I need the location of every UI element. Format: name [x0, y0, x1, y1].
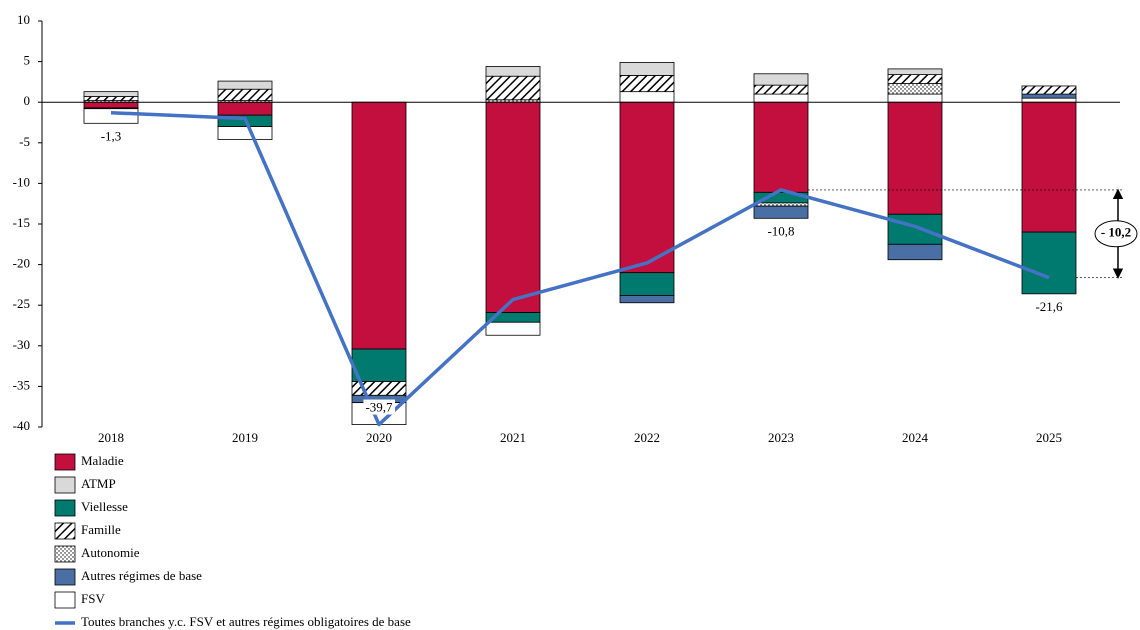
- total-line: [110, 111, 1050, 427]
- legend-label: Famille: [81, 522, 121, 537]
- bar-segment: [485, 321, 541, 336]
- bar-segment: [753, 84, 809, 95]
- legend-label: ATMP: [81, 476, 116, 491]
- x-tick-label: 2019: [232, 430, 258, 445]
- bar-segment: [351, 101, 407, 350]
- y-tick-label: 5: [24, 53, 31, 68]
- y-tick-label: -10: [13, 174, 30, 189]
- bar-segment: [753, 93, 809, 103]
- data-label-bg: [98, 128, 124, 144]
- y-tick-label: -35: [13, 377, 30, 392]
- x-tick-label: 2021: [500, 430, 526, 445]
- bar-segment: [351, 348, 407, 382]
- x-tick-label: 2024: [902, 430, 929, 445]
- bar-segment: [485, 75, 541, 101]
- bar-segment: [753, 73, 809, 86]
- bar-segment: [887, 243, 943, 261]
- bar-segment: [83, 101, 139, 109]
- data-label-bg: [363, 399, 396, 415]
- bar-segment: [619, 62, 675, 76]
- annotation: - 10,2: [1101, 225, 1131, 240]
- bar-segment: [619, 91, 675, 103]
- legend-swatch: [54, 499, 76, 517]
- x-tick-label: 2018: [98, 430, 124, 445]
- bar-segment: [1021, 231, 1077, 295]
- annotation-ellipse: [1094, 220, 1138, 248]
- bar-segment: [1021, 101, 1077, 233]
- data-label-bg: [1033, 298, 1066, 314]
- bar-segment: [217, 80, 273, 90]
- legend-label: Autonomie: [81, 545, 140, 560]
- bar-segment: [217, 88, 273, 101]
- bar-segment: [1021, 85, 1077, 95]
- legend-label: Toutes branches y.c. FSV et autres régim…: [81, 614, 411, 629]
- data-label: -10,8: [767, 223, 794, 238]
- bar-segment: [485, 66, 541, 77]
- bar-segment: [619, 101, 675, 274]
- bar-segment: [619, 272, 675, 296]
- x-tick-label: 2023: [768, 430, 794, 445]
- bar-segment: [619, 295, 675, 304]
- bar-segment: [887, 93, 943, 103]
- data-label: -39,7: [365, 400, 393, 415]
- bar-segment: [619, 75, 675, 93]
- legend-label: FSV: [81, 591, 105, 606]
- bar-segment: [753, 205, 809, 219]
- data-label-bg: [765, 223, 797, 239]
- bar-segment: [83, 91, 139, 97]
- y-tick-label: -25: [13, 296, 30, 311]
- legend-swatch: [54, 545, 76, 563]
- legend-swatch: [54, 568, 76, 586]
- data-label: -21,6: [1035, 299, 1063, 314]
- legend-label: Viellesse: [81, 499, 128, 514]
- bar-segment: [83, 108, 139, 124]
- bar-segment: [753, 202, 809, 207]
- x-tick-label: 2020: [366, 430, 392, 445]
- y-tick-label: -30: [13, 337, 30, 352]
- bar-segment: [217, 101, 273, 116]
- legend-swatch: [54, 591, 76, 609]
- bar-segment: [753, 101, 809, 193]
- legend-label: Autres régimes de base: [81, 568, 202, 583]
- bar-segment: [1021, 93, 1077, 99]
- bar-segment: [1021, 97, 1077, 103]
- bar-segment: [83, 96, 139, 101]
- bar-segment: [887, 74, 943, 84]
- bar-segment: [887, 68, 943, 75]
- x-tick-label: 2022: [634, 430, 660, 445]
- legend-swatch: [54, 453, 76, 471]
- legend-swatch: [54, 522, 76, 540]
- legend-label: Maladie: [81, 453, 124, 468]
- bar-segment: [485, 101, 541, 313]
- y-tick-label: -15: [13, 215, 30, 230]
- y-tick-label: 10: [17, 12, 30, 27]
- legend-swatch: [54, 476, 76, 494]
- bar-segment: [887, 101, 943, 215]
- y-tick-label: -40: [13, 418, 30, 433]
- y-tick-label: -20: [13, 256, 30, 271]
- bar-segment: [887, 213, 943, 245]
- y-tick-label: -5: [19, 134, 30, 149]
- data-label: -1,3: [101, 128, 122, 143]
- y-tick-label: 0: [24, 93, 31, 108]
- x-tick-label: 2025: [1036, 430, 1062, 445]
- bar-segment: [887, 83, 943, 95]
- bar-segment: [217, 126, 273, 140]
